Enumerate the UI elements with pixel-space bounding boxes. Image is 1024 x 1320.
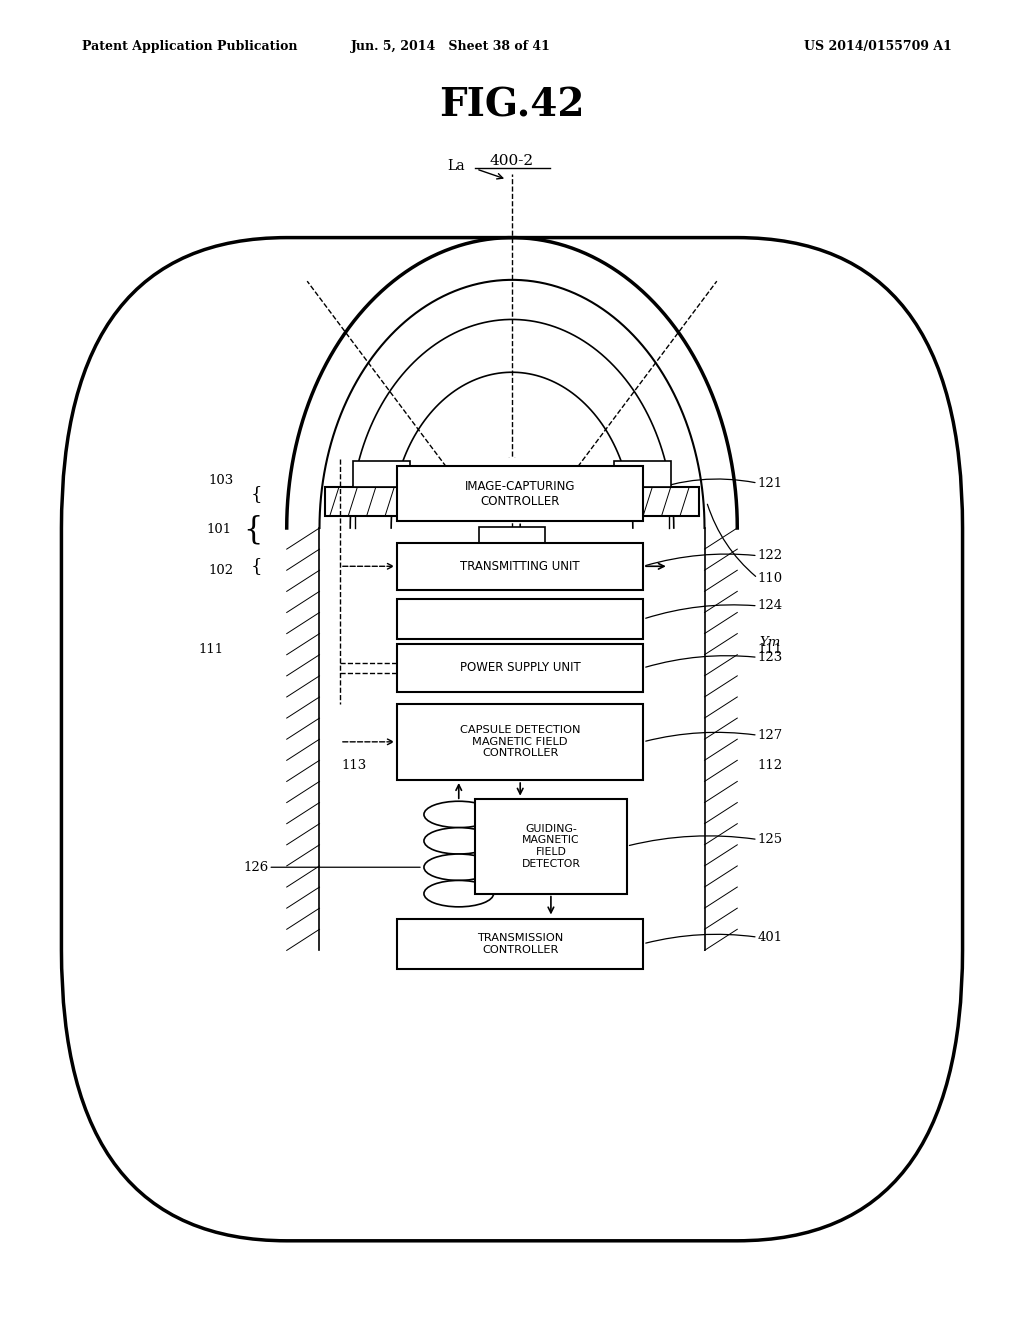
Text: Ym: Ym [760, 636, 781, 649]
Text: 123: 123 [758, 651, 783, 664]
Text: 126: 126 [243, 861, 268, 874]
Text: GUIDING-
MAGNETIC
FIELD
DETECTOR: GUIDING- MAGNETIC FIELD DETECTOR [521, 824, 581, 869]
Ellipse shape [424, 880, 494, 907]
Text: 110: 110 [758, 572, 783, 585]
Bar [397, 919, 643, 969]
Bar [397, 543, 643, 590]
Text: 124: 124 [758, 599, 783, 612]
FancyBboxPatch shape [61, 238, 963, 1241]
Text: IMAGE-CAPTURING
CONTROLLER: IMAGE-CAPTURING CONTROLLER [465, 479, 575, 508]
Text: Jun. 5, 2014   Sheet 38 of 41: Jun. 5, 2014 Sheet 38 of 41 [350, 40, 551, 53]
Ellipse shape [424, 828, 494, 854]
Text: 111: 111 [198, 643, 223, 656]
Text: FIG.42: FIG.42 [439, 87, 585, 124]
Bar [325, 487, 699, 516]
Text: TRANSMITTING UNIT: TRANSMITTING UNIT [461, 560, 580, 573]
Text: {: { [251, 484, 262, 503]
Bar [475, 799, 627, 894]
Text: {: { [243, 515, 262, 545]
Text: 101: 101 [206, 524, 231, 536]
Text: 127: 127 [758, 729, 783, 742]
Bar [397, 704, 643, 780]
Text: US 2014/0155709 A1: US 2014/0155709 A1 [805, 40, 952, 53]
Text: 400-2: 400-2 [489, 154, 535, 168]
Text: 113: 113 [341, 759, 367, 772]
Bar [397, 644, 643, 692]
Text: 103: 103 [208, 474, 233, 487]
Bar [479, 527, 545, 550]
Text: 112: 112 [758, 759, 783, 772]
Text: {: { [251, 557, 262, 576]
Ellipse shape [424, 854, 494, 880]
Ellipse shape [424, 801, 494, 828]
Bar [353, 461, 410, 487]
Text: Patent Application Publication: Patent Application Publication [82, 40, 297, 53]
Bar [397, 599, 643, 639]
Bar [397, 466, 643, 521]
Circle shape [500, 458, 524, 490]
Text: 111: 111 [758, 643, 783, 656]
Text: 125: 125 [758, 833, 783, 846]
Text: 121: 121 [758, 477, 783, 490]
Text: CAPSULE DETECTION
MAGNETIC FIELD
CONTROLLER: CAPSULE DETECTION MAGNETIC FIELD CONTROL… [460, 725, 581, 759]
Text: POWER SUPPLY UNIT: POWER SUPPLY UNIT [460, 661, 581, 675]
Text: 102: 102 [208, 564, 233, 577]
Bar [614, 461, 671, 487]
Text: 122: 122 [758, 549, 783, 562]
Text: 401: 401 [758, 931, 783, 944]
Text: La: La [446, 160, 465, 173]
Text: TRANSMISSION
CONTROLLER: TRANSMISSION CONTROLLER [477, 933, 563, 954]
